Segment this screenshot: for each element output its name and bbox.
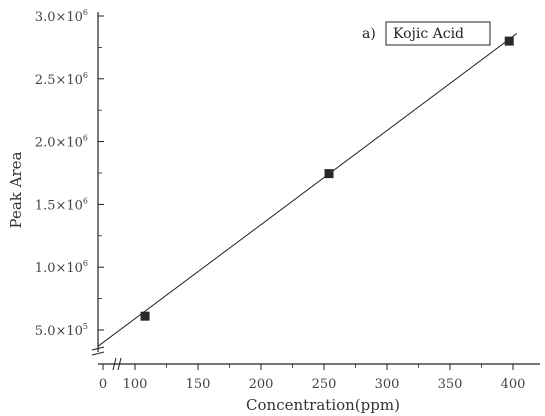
y-axis-break — [91, 346, 105, 356]
x-tick-label: 0 — [99, 377, 107, 392]
data-point — [324, 169, 334, 179]
y-tick-label: 2.0×106 — [35, 134, 88, 151]
x-tick-label: 250 — [312, 377, 337, 392]
x-axis-title: Concentration(ppm) — [246, 396, 400, 414]
panel-label: a) — [362, 26, 376, 42]
y-tick-label: 5.0×105 — [35, 322, 88, 339]
x-tick-label: 300 — [375, 377, 400, 392]
minor-ticks — [98, 47, 482, 368]
y-axis-ticks: 5.0×105 1.0×106 1.5×106 2.0×106 2.5×106 3.0×1… — [35, 8, 104, 339]
x-tick-label: 150 — [186, 377, 211, 392]
y-tick-label: 1.0×106 — [35, 259, 88, 276]
data-points — [140, 36, 514, 321]
y-tick-label: 1.5×106 — [35, 196, 88, 213]
data-point — [504, 36, 514, 46]
y-axis-title: Peak Area — [7, 151, 25, 228]
fit-line — [97, 33, 518, 347]
legend-label: Kojic Acid — [393, 26, 464, 42]
x-tick-label: 400 — [501, 377, 526, 392]
data-point — [140, 311, 150, 321]
x-tick-label: 200 — [249, 377, 274, 392]
x-tick-label: 100 — [123, 377, 148, 392]
x-axis-ticks: 0 100 150 200 250 300 350 400 — [99, 364, 526, 392]
legend-box: a) Kojic Acid — [362, 21, 491, 46]
x-axis-break — [112, 357, 122, 371]
x-tick-label: 350 — [438, 377, 463, 392]
y-tick-label: 2.5×106 — [35, 71, 88, 88]
plot-frame — [91, 12, 540, 371]
y-tick-label: 3.0×106 — [35, 8, 88, 25]
legend-frame — [385, 21, 491, 46]
